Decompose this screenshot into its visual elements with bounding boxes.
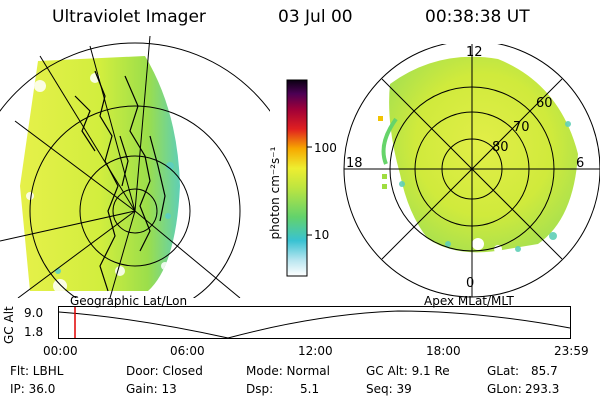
mlt-label-0: 0: [466, 276, 475, 291]
mlat-label-80: 80: [492, 140, 509, 155]
altitude-plot: [58, 306, 571, 339]
colorbar-tick-10: 10: [314, 228, 330, 242]
mlat-label-70: 70: [513, 120, 530, 135]
mlt-label-18: 18: [346, 156, 363, 171]
flt-filter: Flt: LBHL: [10, 364, 64, 378]
glat-value: 85.7: [531, 364, 558, 378]
colorbar-unit-label: photon cm⁻²s⁻¹: [268, 146, 282, 240]
seq-status: Seq: 39: [366, 382, 412, 396]
altitude-ytick-high: 9.0: [24, 306, 44, 320]
image-date: 03 Jul 00: [278, 7, 353, 27]
mlt-label-12: 12: [466, 45, 483, 60]
geographic-label: Geographic Lat/Lon: [70, 294, 188, 308]
apex-label: Apex MLat/MLT: [424, 294, 514, 308]
xtick-0000: 00:00: [43, 344, 78, 358]
glat-label: GLat:: [487, 364, 520, 378]
colorbar-tick-100: 100: [314, 141, 337, 155]
colorbar: [286, 79, 312, 277]
xtick-1200: 12:00: [298, 344, 333, 358]
altitude-plot-frame: [58, 306, 571, 339]
glon-label: GLon:: [487, 382, 522, 396]
mode-status: Mode: Normal: [246, 364, 330, 378]
altitude-ytick-low: 1.8: [24, 325, 44, 339]
geographic-image: [0, 36, 270, 298]
altitude-curve: [58, 310, 571, 339]
altitude-ylabel: GC Alt: [2, 306, 16, 344]
gc-alt-status: GC Alt: 9.1 Re: [366, 364, 450, 378]
app-title: Ultraviolet Imager: [52, 7, 206, 27]
glon-value: 293.3: [525, 382, 560, 396]
dsp-value: 5.1: [300, 382, 320, 396]
gain-status: Gain: 13: [126, 382, 177, 396]
mlat-label-60: 60: [536, 96, 553, 111]
dsp-label: Dsp:: [246, 382, 274, 396]
ip-status: IP: 36.0: [10, 382, 56, 396]
xtick-2359: 23:59: [554, 344, 589, 358]
apex-auroral-image: [389, 56, 578, 253]
xtick-1800: 18:00: [426, 344, 461, 358]
image-time: 00:38:38 UT: [425, 7, 530, 27]
xtick-0600: 06:00: [170, 344, 205, 358]
mlt-label-6: 6: [576, 156, 585, 171]
door-status: Door: Closed: [126, 364, 203, 378]
apex-image: [343, 44, 600, 298]
geo-auroral-image: [20, 56, 180, 291]
